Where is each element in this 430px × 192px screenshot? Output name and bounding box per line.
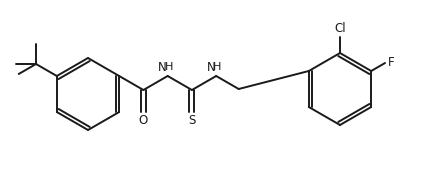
Text: N: N [207, 61, 215, 74]
Text: H: H [213, 62, 221, 72]
Text: O: O [139, 114, 148, 127]
Text: F: F [388, 56, 395, 70]
Text: H: H [165, 62, 173, 72]
Text: Cl: Cl [334, 22, 346, 35]
Text: S: S [188, 114, 196, 127]
Text: N: N [158, 61, 167, 74]
